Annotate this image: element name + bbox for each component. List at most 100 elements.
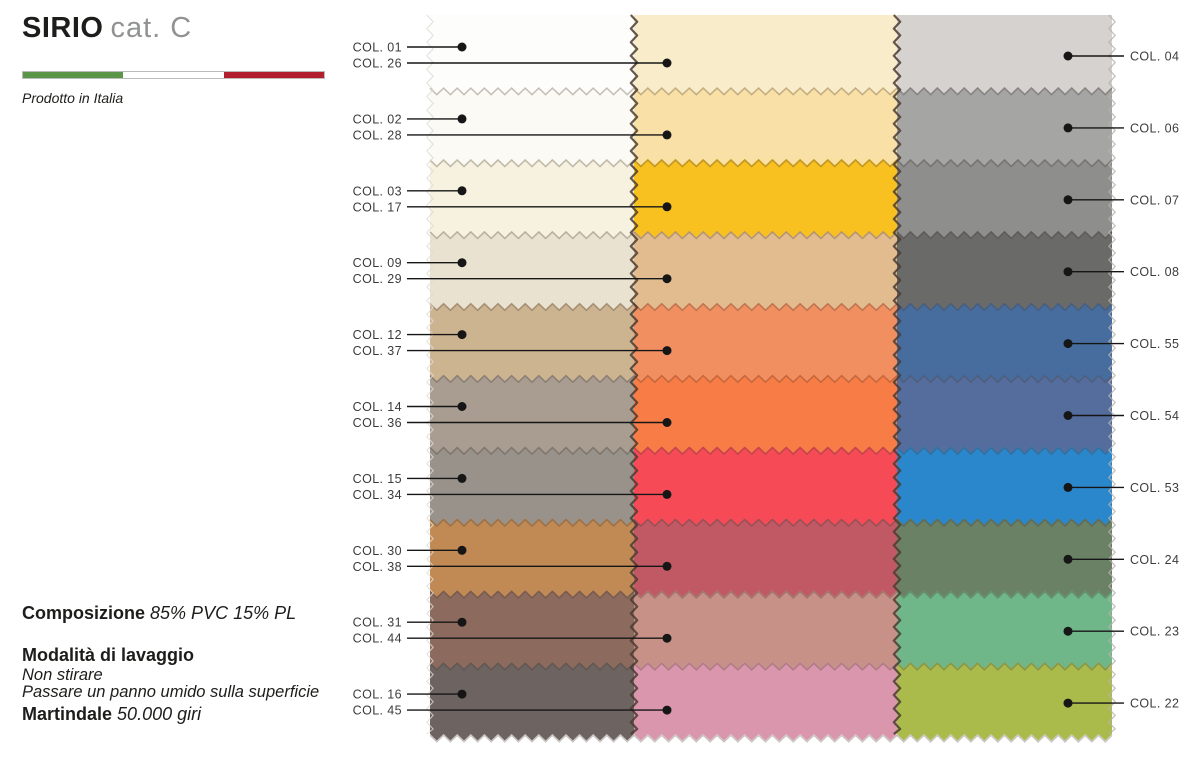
leader-dot-col-24 — [1063, 554, 1073, 564]
label-col-01: COL. 01 — [353, 41, 402, 55]
made-in-italy-text: Prodotto in Italia — [22, 90, 124, 106]
leader-dot-col-55 — [1063, 339, 1073, 349]
zigzag-edge-shadow — [429, 518, 635, 528]
label-col-12: COL. 12 — [353, 328, 402, 342]
label-col-16: COL. 16 — [353, 688, 402, 702]
swatch-col-55 — [897, 302, 1112, 381]
swatch-col-44 — [634, 590, 897, 669]
swatch-col-34 — [634, 446, 897, 525]
swatch-col-53 — [897, 446, 1112, 525]
swatch-col-14 — [430, 374, 634, 453]
label-col-06: COL. 06 — [1130, 121, 1179, 135]
flag-white-segment — [123, 72, 224, 78]
leader-dot-col-36 — [662, 418, 672, 427]
martindale-line: Martindale 50.000 giri — [22, 704, 201, 725]
composition-label: Composizione — [22, 603, 146, 623]
leader-dot-col-31 — [457, 617, 467, 627]
page-title: SIRIO cat. C — [22, 12, 192, 45]
swatch-col-54 — [897, 374, 1112, 453]
zigzag-edge-shadow — [429, 374, 635, 384]
leader-dot-col-53 — [1063, 482, 1073, 492]
zigzag-edge-shadow — [896, 158, 1113, 168]
swatch-col-02 — [430, 86, 634, 166]
composition-value: 85% PVC 15% PL — [150, 603, 297, 623]
swatch-col-03 — [430, 158, 634, 238]
swatch-col-24 — [897, 518, 1112, 597]
leader-dot-col-08 — [1063, 267, 1073, 277]
zigzag-edge-shadow — [633, 230, 898, 240]
leader-dot-col-26 — [662, 58, 672, 68]
composition-line: Composizione 85% PVC 15% PL — [22, 603, 296, 624]
leader-dot-col-07 — [1063, 195, 1073, 205]
zigzag-edge-shadow — [429, 86, 635, 96]
label-col-09: COL. 09 — [353, 256, 402, 270]
label-col-36: COL. 36 — [353, 416, 402, 430]
zigzag-edge-shadow — [429, 230, 635, 240]
italian-flag-bar — [22, 71, 325, 79]
zigzag-edge-shadow — [429, 302, 635, 312]
leader-dot-col-22 — [1063, 698, 1073, 708]
label-col-28: COL. 28 — [353, 128, 402, 142]
zigzag-edge-shadow — [633, 590, 898, 599]
swatch-col-15 — [430, 446, 634, 525]
zigzag-edge-shadow — [633, 302, 898, 312]
zigzag-edge-shadow — [633, 446, 898, 456]
label-col-26: COL. 26 — [353, 57, 402, 71]
swatch-col-12 — [430, 302, 634, 381]
zigzag-edge-shadow — [896, 734, 1113, 743]
zigzag-edge-shadow — [429, 662, 635, 671]
strip-boundary-zigzag — [892, 14, 902, 735]
martindale-label: Martindale — [22, 704, 113, 724]
label-col-30: COL. 30 — [353, 544, 402, 558]
zigzag-edge-shadow — [896, 302, 1113, 312]
swatch-col-08 — [897, 230, 1112, 310]
label-col-15: COL. 15 — [353, 472, 402, 486]
swatch-col-38 — [634, 518, 897, 597]
label-col-02: COL. 02 — [353, 112, 402, 126]
label-col-44: COL. 44 — [353, 632, 402, 646]
swatch-col-22 — [897, 662, 1112, 741]
product-name: SIRIO — [22, 12, 104, 44]
zigzag-edge-shadow — [896, 86, 1113, 96]
leader-dot-col-54 — [1063, 411, 1073, 420]
zigzag-edge-shadow — [896, 446, 1113, 456]
flag-green-segment — [23, 72, 124, 78]
zigzag-edge-shadow — [896, 230, 1113, 240]
leader-dot-col-34 — [662, 489, 672, 499]
zigzag-edge-shadow — [633, 734, 898, 743]
leader-dot-col-29 — [662, 274, 672, 284]
label-col-03: COL. 03 — [353, 184, 402, 198]
swatch-col-26 — [634, 15, 897, 94]
leader-dot-col-30 — [457, 545, 467, 555]
leader-dot-col-09 — [457, 258, 467, 268]
zigzag-edge-shadow — [896, 518, 1113, 528]
swatch-col-45 — [634, 662, 897, 741]
zigzag-edge-shadow — [429, 734, 635, 743]
label-col-23: COL. 23 — [1130, 625, 1179, 639]
flag-red-segment — [223, 72, 324, 78]
zigzag-edge-shadow — [896, 662, 1113, 671]
label-col-22: COL. 22 — [1130, 697, 1179, 711]
zigzag-edge-shadow — [896, 374, 1113, 384]
zigzag-edge-shadow — [429, 446, 635, 456]
label-col-17: COL. 17 — [353, 200, 402, 214]
leader-dot-col-38 — [662, 561, 672, 571]
label-col-04: COL. 04 — [1130, 50, 1179, 64]
martindale-value: 50.000 giri — [117, 704, 202, 724]
zigzag-edge-shadow — [429, 590, 635, 600]
leader-dot-col-12 — [457, 330, 467, 340]
product-category: cat. C — [110, 12, 193, 44]
label-col-07: COL. 07 — [1130, 193, 1179, 207]
swatch-col-01 — [430, 15, 634, 94]
leader-dot-col-01 — [457, 42, 467, 52]
label-col-34: COL. 34 — [353, 488, 402, 502]
swatch-col-36 — [634, 374, 897, 453]
washing-instruction-2: Passare un panno umido sulla superficie — [22, 683, 320, 701]
zigzag-edge-shadow — [896, 590, 1113, 600]
swatch-col-29 — [634, 230, 897, 310]
swatch-col-17 — [634, 158, 897, 238]
swatch-col-04 — [897, 15, 1112, 94]
leader-dot-col-44 — [662, 633, 672, 643]
